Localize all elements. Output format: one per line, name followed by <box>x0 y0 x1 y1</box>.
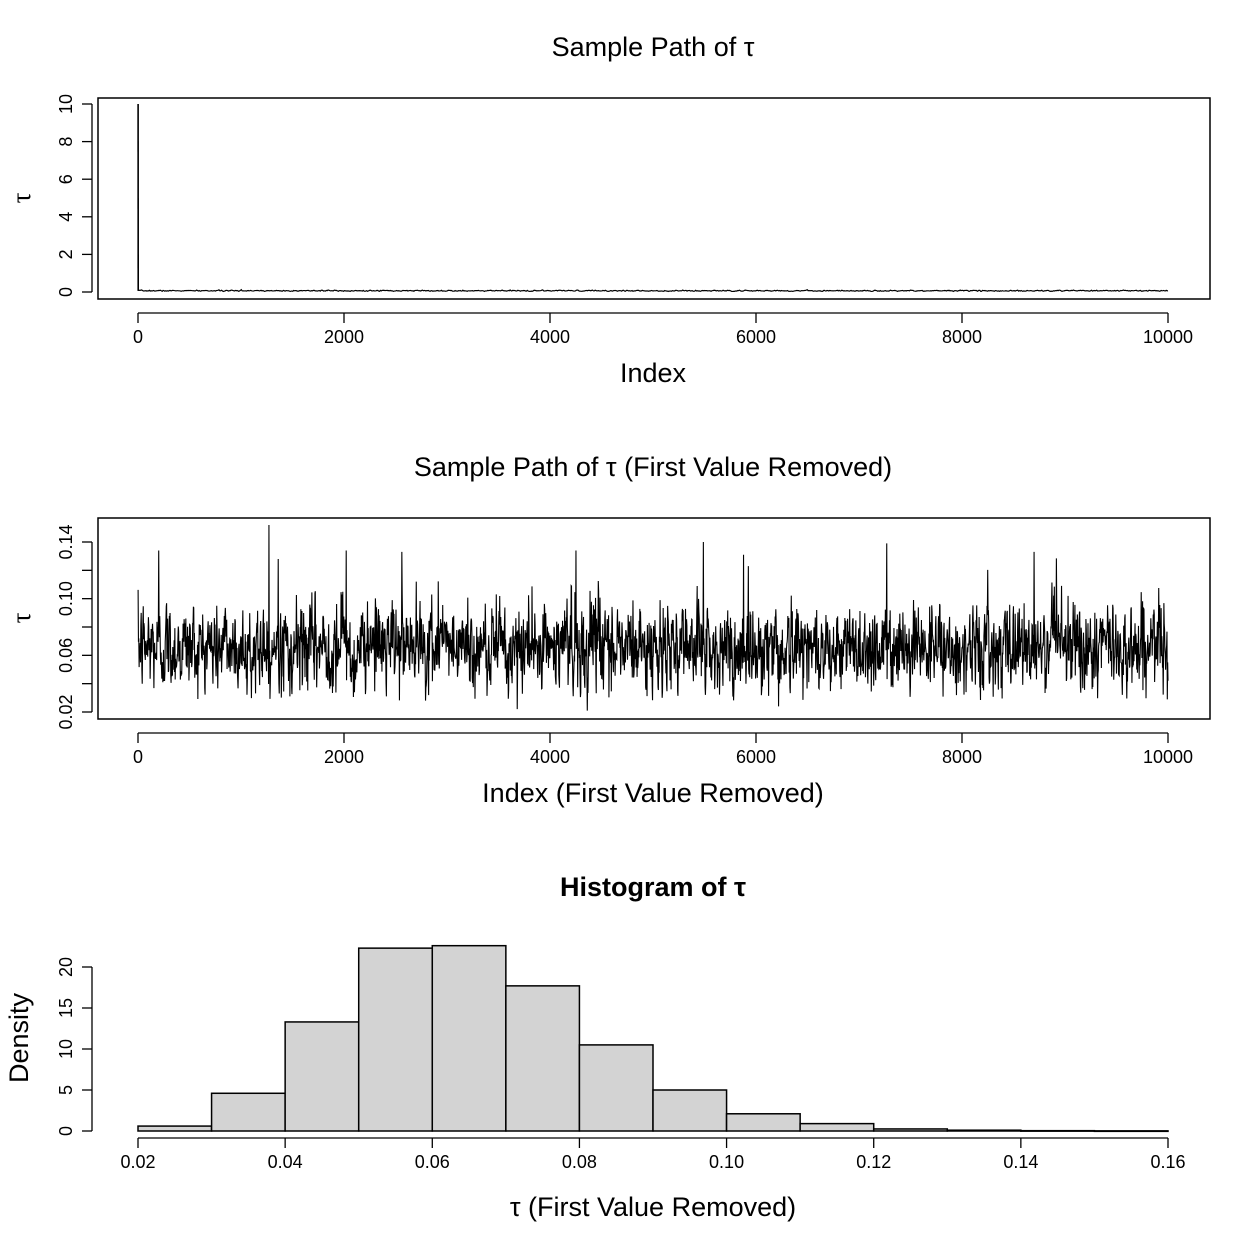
histogram-bar <box>652 1089 728 1132</box>
panel3-title: Histogram of τ <box>560 872 746 902</box>
panel1-y-tick-label: 10 <box>56 94 76 114</box>
panel3-x-tick-label: 0.10 <box>709 1152 744 1172</box>
panel2-xlabel: Index (First Value Removed) <box>482 778 824 808</box>
panel1-x-tick-label: 0 <box>133 327 143 347</box>
panel1-x-axis: 0 2000 4000 6000 8000 10000 <box>133 312 1193 347</box>
panel-sample-path: Sample Path of τ Index τ 0 2000 4000 6000 80… <box>6 32 1211 388</box>
panel3-bars <box>137 944 1169 1133</box>
panel1-x-tick-label: 8000 <box>942 327 982 347</box>
panel1-y-tick-label: 2 <box>56 249 76 259</box>
panel3-ylabel: Density <box>4 992 34 1083</box>
panel3-y-axis: 0 5 10 15 20 <box>56 957 93 1136</box>
panel2-x-tick-label: 10000 <box>1143 747 1193 767</box>
panel2-y-tick-label: 0.02 <box>56 694 76 729</box>
panel2-x-tick-label: 4000 <box>530 747 570 767</box>
histogram-bar <box>725 1113 801 1132</box>
panel3-x-tick-label: 0.02 <box>120 1152 155 1172</box>
panel3-x-axis: 0.02 0.04 0.06 0.08 0.10 0.12 0.14 0.16 <box>120 1137 1186 1172</box>
panel3-y-tick-label: 5 <box>56 1085 76 1095</box>
panel1-ylabel: τ <box>6 192 36 203</box>
panel1-x-tick-label: 4000 <box>530 327 570 347</box>
histogram-bar <box>946 1129 1022 1132</box>
histogram-bar <box>1093 1130 1169 1133</box>
panel3-x-tick-label: 0.14 <box>1003 1152 1038 1172</box>
panel2-x-tick-label: 0 <box>133 747 143 767</box>
panel1-y-tick-label: 0 <box>56 287 76 297</box>
panel1-series <box>137 103 1169 293</box>
panel3-xlabel: τ (First Value Removed) <box>510 1192 796 1222</box>
histogram-bar <box>799 1122 875 1132</box>
panel1-x-tick-label: 6000 <box>736 327 776 347</box>
panel3-x-tick-label: 0.04 <box>268 1152 303 1172</box>
histogram-bar <box>431 944 507 1132</box>
panel3-x-tick-label: 0.08 <box>562 1152 597 1172</box>
panel1-trace-line <box>138 288 1169 293</box>
panel2-title: Sample Path of τ (First Value Removed) <box>414 452 892 482</box>
panel2-x-axis: 0 2000 4000 6000 8000 10000 <box>133 732 1193 767</box>
panel1-y-axis: 0 2 4 6 8 10 <box>56 94 93 297</box>
panel1-y-tick-label: 4 <box>56 212 76 222</box>
panel2-x-tick-label: 2000 <box>324 747 364 767</box>
panel-sample-path-trimmed: Sample Path of τ (First Value Removed) I… <box>6 452 1211 808</box>
panel2-y-tick-label: 0.06 <box>56 638 76 673</box>
panel2-x-tick-label: 6000 <box>736 747 776 767</box>
histogram-bar <box>578 1044 654 1132</box>
panel2-y-axis: 0.02 0.06 0.10 0.14 <box>56 524 93 730</box>
histogram-bar <box>1020 1129 1096 1132</box>
panel3-y-tick-label: 20 <box>56 957 76 977</box>
panel3-x-tick-label: 0.12 <box>856 1152 891 1172</box>
panel1-y-tick-label: 6 <box>56 174 76 184</box>
histogram-bar <box>137 1125 213 1132</box>
panel2-ylabel: τ <box>6 612 36 623</box>
panel3-x-tick-label: 0.06 <box>415 1152 450 1172</box>
panel2-y-tick-label: 0.14 <box>56 524 76 559</box>
panel1-x-tick-label: 10000 <box>1143 327 1193 347</box>
histogram-bar <box>210 1092 286 1132</box>
panel2-series <box>137 524 1169 711</box>
histogram-bar <box>872 1128 949 1132</box>
histogram-bar <box>505 985 581 1132</box>
panel1-x-tick-label: 2000 <box>324 327 364 347</box>
panel3-y-tick-label: 0 <box>56 1126 76 1136</box>
panel1-y-tick-label: 8 <box>56 137 76 147</box>
panel1-title: Sample Path of τ <box>552 32 755 62</box>
panel1-xlabel: Index <box>620 358 687 388</box>
panel2-plot-box <box>97 517 1211 720</box>
panel3-y-tick-label: 15 <box>56 998 76 1018</box>
histogram-bar <box>284 1021 360 1132</box>
panel3-x-tick-label: 0.16 <box>1150 1152 1185 1172</box>
panel3-y-tick-label: 10 <box>56 1039 76 1059</box>
panel2-trace-line <box>137 524 1169 711</box>
panel-histogram: Histogram of τ τ (First Value Removed) D… <box>4 872 1186 1222</box>
panel1-plot-box <box>97 97 1211 300</box>
histogram-bar <box>357 947 434 1132</box>
panel2-x-tick-label: 8000 <box>942 747 982 767</box>
panel2-y-tick-label: 0.10 <box>56 581 76 616</box>
